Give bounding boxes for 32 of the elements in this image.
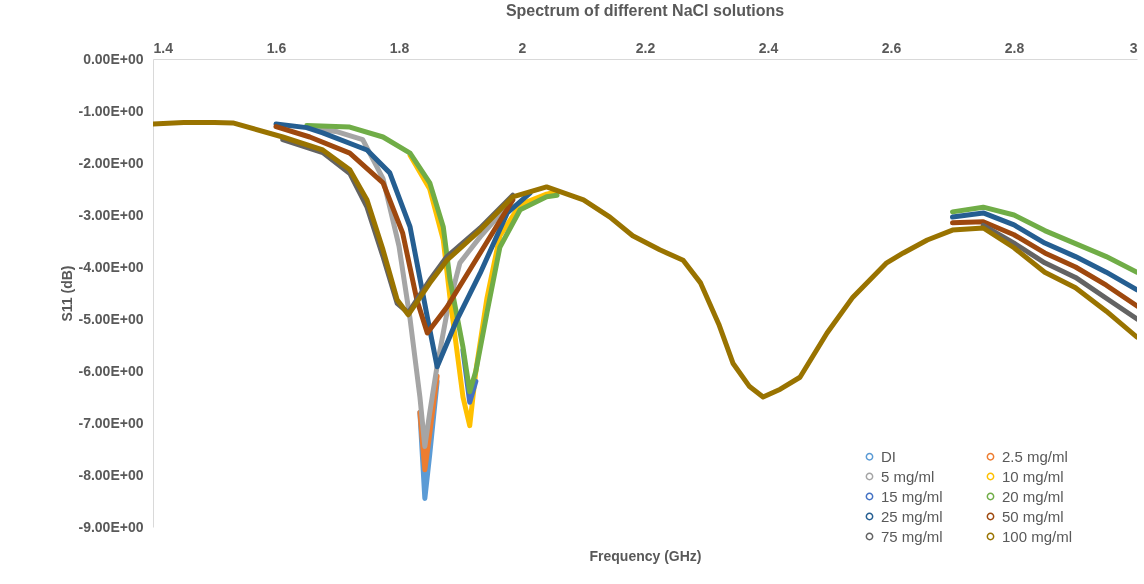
legend-label: 10 mg/ml <box>1002 467 1064 485</box>
y-tick-label: -2.00E+00 <box>78 154 144 171</box>
y-tick-label: -4.00E+00 <box>78 258 144 275</box>
y-tick-label: -8.00E+00 <box>78 466 144 483</box>
y-tick-label: -7.00E+00 <box>78 414 144 431</box>
legend-label: 2.5 mg/ml <box>1002 447 1068 465</box>
legend-label: 100 mg/ml <box>1002 527 1073 545</box>
x-tick-label: 1.6 <box>266 39 287 56</box>
y-tick-label: -9.00E+00 <box>78 518 144 535</box>
legend-label: 25 mg/ml <box>881 507 943 525</box>
legend-label: 50 mg/ml <box>1002 507 1064 525</box>
chart-title: Spectrum of different NaCl solutions <box>505 2 785 19</box>
x-tick-label: 2.2 <box>635 39 656 56</box>
legend-label: 75 mg/ml <box>881 527 943 545</box>
y-tick-label: 0.00E+00 <box>83 50 144 67</box>
x-tick-label: 2.8 <box>1004 39 1025 56</box>
x-tick-label: 1.4 <box>153 39 174 56</box>
y-tick-label: -6.00E+00 <box>78 362 144 379</box>
legend-label: 15 mg/ml <box>881 487 943 505</box>
x-tick-label: 1.8 <box>389 39 410 56</box>
x-tick-label: 2.4 <box>758 39 779 56</box>
x-tick-label: 2 <box>518 39 527 56</box>
x-tick-label: 2.6 <box>881 39 902 56</box>
legend-label: DI <box>881 447 896 465</box>
x-tick-label: 3 <box>1129 39 1138 56</box>
legend-label: 5 mg/ml <box>881 467 935 485</box>
y-axis-title: S11 (dB) <box>58 265 75 322</box>
y-tick-label: -1.00E+00 <box>78 102 144 119</box>
y-tick-label: -5.00E+00 <box>78 310 144 327</box>
x-axis-title: Frequency (GHz) <box>589 547 702 564</box>
y-tick-label: -3.00E+00 <box>78 206 144 223</box>
legend-label: 20 mg/ml <box>1002 487 1064 505</box>
